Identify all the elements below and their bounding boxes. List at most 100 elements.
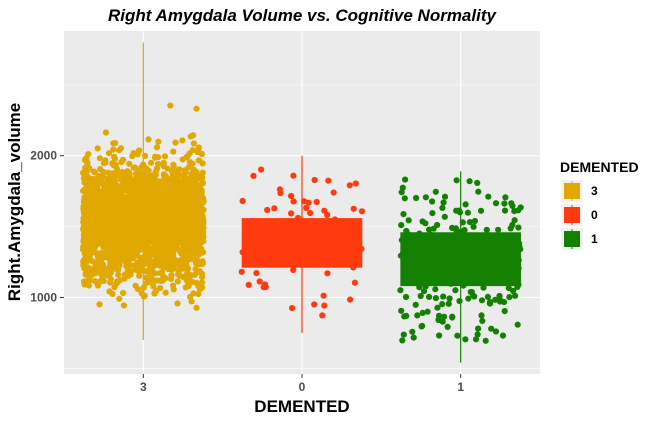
- data-point: [475, 188, 482, 195]
- data-point: [517, 246, 524, 253]
- data-point: [140, 284, 147, 291]
- data-point: [453, 177, 460, 184]
- data-point: [170, 148, 177, 155]
- data-point: [451, 274, 458, 281]
- data-point: [87, 197, 94, 204]
- data-point: [461, 227, 468, 234]
- data-point: [159, 263, 166, 270]
- data-point: [160, 275, 167, 282]
- data-point: [168, 185, 175, 192]
- data-point: [140, 173, 147, 180]
- data-point: [430, 225, 437, 232]
- data-point: [295, 214, 302, 222]
- data-point: [460, 282, 467, 289]
- data-point: [85, 282, 92, 289]
- data-point: [199, 258, 206, 265]
- data-point: [138, 213, 145, 220]
- data-point: [336, 234, 343, 241]
- data-point: [141, 183, 149, 190]
- data-point: [158, 219, 165, 226]
- data-point: [419, 322, 426, 330]
- data-point: [143, 217, 150, 224]
- data-point: [279, 241, 286, 249]
- data-point: [105, 241, 112, 248]
- data-point: [451, 260, 458, 267]
- data-point: [167, 102, 174, 109]
- data-point: [182, 175, 189, 182]
- data-point: [85, 187, 92, 194]
- data-point: [104, 234, 111, 241]
- data-point: [453, 250, 460, 257]
- legend-item-1: 1: [561, 228, 598, 250]
- data-point: [462, 201, 469, 208]
- data-point: [117, 234, 125, 241]
- data-point: [301, 198, 308, 205]
- data-point: [190, 214, 198, 221]
- data-point: [130, 237, 137, 244]
- data-point: [85, 151, 92, 158]
- data-point: [456, 209, 464, 216]
- data-point: [175, 260, 183, 268]
- data-point: [120, 223, 128, 230]
- data-point: [136, 242, 143, 249]
- data-point: [84, 160, 91, 167]
- data-point: [106, 208, 113, 216]
- data-point: [426, 293, 433, 300]
- data-point: [107, 203, 114, 210]
- data-point: [442, 233, 449, 240]
- data-point: [81, 194, 88, 201]
- data-point: [492, 200, 500, 207]
- data-point: [496, 298, 504, 305]
- data-point: [403, 227, 410, 235]
- data-point: [349, 249, 356, 256]
- data-point: [271, 205, 278, 212]
- x-tick-label: 1: [457, 380, 464, 394]
- y-axis: 1000 2000: [30, 149, 64, 304]
- data-point: [427, 252, 434, 259]
- data-point: [101, 254, 108, 261]
- data-point: [170, 225, 177, 233]
- data-point: [191, 186, 198, 193]
- data-point: [149, 224, 156, 231]
- data-point: [143, 248, 150, 255]
- data-point: [275, 238, 282, 245]
- data-point: [402, 176, 409, 183]
- data-point: [192, 221, 199, 228]
- data-point: [410, 334, 417, 341]
- data-point: [167, 275, 175, 282]
- data-point: [507, 234, 514, 241]
- data-point: [145, 259, 152, 266]
- data-point: [97, 262, 104, 269]
- data-point: [492, 296, 499, 303]
- data-point: [471, 217, 478, 225]
- data-point: [439, 250, 446, 257]
- data-point: [185, 223, 192, 230]
- data-point: [398, 307, 405, 314]
- data-point: [116, 295, 123, 302]
- data-point: [419, 309, 426, 316]
- data-point: [179, 137, 186, 144]
- data-point: [506, 294, 513, 301]
- data-point: [130, 150, 137, 157]
- data-point: [514, 283, 521, 290]
- data-point: [120, 289, 127, 297]
- data-point: [446, 295, 453, 302]
- data-point: [511, 208, 518, 215]
- data-point: [253, 270, 260, 277]
- data-point: [286, 235, 293, 242]
- data-point: [124, 267, 131, 274]
- data-point: [102, 249, 109, 256]
- data-point: [145, 167, 152, 174]
- data-point: [161, 173, 168, 181]
- data-point: [428, 231, 435, 238]
- data-point: [400, 249, 407, 256]
- data-point: [481, 273, 488, 280]
- data-point: [288, 192, 295, 200]
- data-point: [183, 154, 190, 161]
- data-point: [496, 292, 503, 300]
- data-point: [313, 198, 320, 206]
- data-point: [196, 235, 203, 242]
- data-point: [107, 218, 114, 225]
- data-point: [509, 255, 516, 263]
- data-point: [412, 250, 419, 257]
